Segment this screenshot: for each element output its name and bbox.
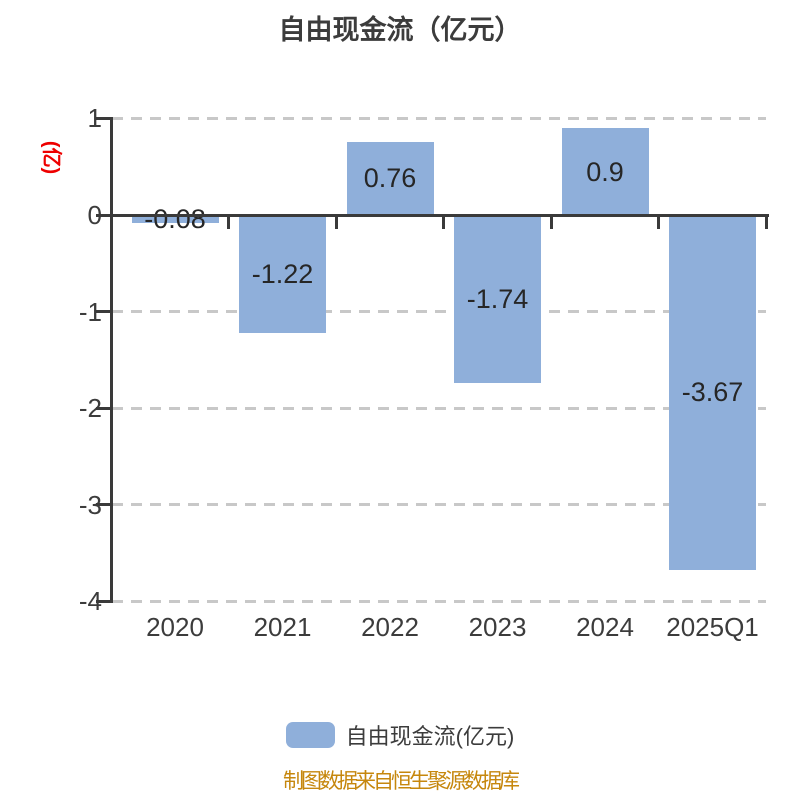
y-tick-mark bbox=[96, 406, 110, 410]
y-tick-label: -3 bbox=[78, 489, 102, 520]
footer-note: 制图数据来自恒生聚源数据库 bbox=[283, 770, 520, 793]
bar-2022 bbox=[346, 141, 434, 215]
gridline-y--1 bbox=[112, 310, 766, 314]
bar-2025Q1 bbox=[669, 215, 756, 570]
legend-label: 自由现金流(亿元) bbox=[345, 724, 515, 749]
bar-value-label: -0.08 bbox=[144, 203, 206, 234]
gridline-y-1 bbox=[112, 116, 766, 120]
y-tick-label: -2 bbox=[78, 393, 102, 424]
y-tick-mark bbox=[96, 310, 110, 314]
x-tick-mark bbox=[764, 215, 768, 229]
gridline-y--4 bbox=[112, 599, 766, 603]
x-tick-label: 2025Q1 bbox=[666, 612, 759, 642]
bar-value-label: -3.67 bbox=[681, 377, 744, 408]
bar-2024 bbox=[561, 128, 649, 215]
x-tick-label: 2020 bbox=[146, 612, 204, 642]
bar-2021 bbox=[239, 215, 326, 333]
bar-value-label: 0.9 bbox=[586, 156, 624, 187]
gridline-y--3 bbox=[112, 503, 766, 507]
x-tick-label: 2021 bbox=[253, 612, 312, 642]
bar-value-label: -1.74 bbox=[466, 284, 529, 315]
x-tick-label: 2023 bbox=[468, 612, 527, 642]
x-tick-mark bbox=[227, 215, 231, 229]
bar-value-label: 0.76 bbox=[363, 163, 417, 194]
y-tick-mark bbox=[96, 213, 110, 217]
chart-title: 自由现金流（亿元） bbox=[278, 15, 522, 45]
y-tick-label: -4 bbox=[78, 586, 102, 617]
x-tick-label: 2022 bbox=[361, 612, 419, 642]
y-tick-mark bbox=[96, 503, 110, 507]
x-tick-mark bbox=[549, 215, 553, 229]
legend: 自由现金流(亿元) bbox=[0, 721, 800, 749]
y-tick-label: -1 bbox=[78, 296, 102, 327]
y-tick-label: 0 bbox=[87, 200, 102, 230]
x-axis-zero-line bbox=[110, 213, 769, 217]
bar-2020 bbox=[131, 215, 219, 223]
y-tick-mark bbox=[96, 116, 110, 120]
bar-2023 bbox=[454, 215, 541, 384]
y-tick-label: 1 bbox=[87, 103, 102, 134]
gridline-y--2 bbox=[112, 406, 766, 410]
y-tick-mark bbox=[96, 599, 110, 603]
x-tick-mark bbox=[442, 215, 446, 229]
bar-value-label: -1.22 bbox=[251, 258, 314, 289]
x-tick-label: 2024 bbox=[576, 612, 634, 642]
legend-swatch bbox=[285, 722, 335, 748]
x-tick-mark bbox=[657, 215, 661, 229]
y-axis-spine bbox=[110, 116, 113, 603]
x-tick-mark bbox=[334, 215, 338, 229]
